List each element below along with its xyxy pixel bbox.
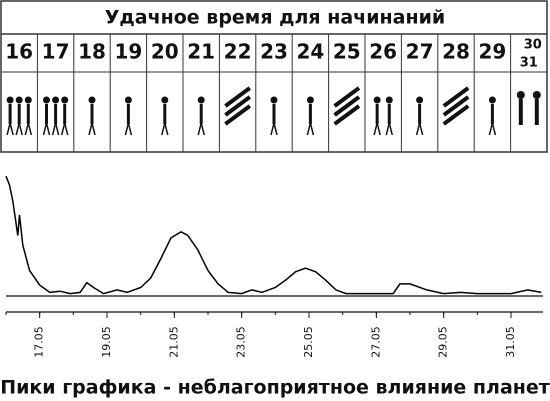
- figure-icon: [385, 96, 393, 104]
- x-axis-title: Пики графика - неблагоприятное влияние п…: [0, 377, 550, 399]
- figure-icon: [60, 122, 66, 136]
- day-number: 21: [187, 40, 215, 64]
- figure-icon: [18, 122, 23, 136]
- figure-icon: [43, 96, 50, 104]
- day-number: 26: [369, 40, 397, 64]
- figure-icon: [15, 122, 20, 136]
- figure-icon: [309, 122, 315, 136]
- day-number: 18: [78, 40, 106, 64]
- figure-icon: [270, 122, 275, 136]
- figure-icon: [61, 96, 69, 104]
- x-tick-label: 17.05: [33, 326, 46, 358]
- figure-icon: [52, 96, 60, 104]
- figure-icon: [6, 122, 11, 136]
- day-number: 27: [406, 40, 434, 64]
- day-number: 28: [442, 40, 470, 64]
- figure-icon: [416, 96, 424, 104]
- figure-icon: [200, 122, 205, 136]
- x-tick-label: 31.05: [504, 326, 517, 358]
- figure-icon: [63, 122, 69, 136]
- figure-icon: [6, 96, 14, 104]
- figure-icon: [306, 122, 312, 136]
- stripe-icon: [224, 86, 251, 108]
- figure-icon: [24, 122, 30, 136]
- x-tick-label: 23.05: [235, 326, 248, 358]
- day-number: 16: [5, 40, 33, 64]
- stripe-icon: [442, 104, 470, 126]
- stripe-icon: [333, 86, 361, 108]
- figure-icon: [124, 96, 132, 104]
- x-tick-label: 25.05: [302, 326, 315, 358]
- figure-icon: [42, 122, 48, 136]
- x-tick-label: 21.05: [167, 326, 180, 358]
- stripe-icon: [442, 86, 470, 108]
- figure-icon: [24, 96, 32, 104]
- figure-icon: [532, 91, 541, 99]
- stripe-icon: [333, 104, 361, 126]
- figure-icon: [51, 122, 57, 136]
- day-number: 23: [260, 40, 288, 64]
- stripe-icon: [442, 95, 470, 117]
- figure-icon: [385, 122, 390, 136]
- figure-icon: [270, 96, 278, 104]
- day-number: 22: [224, 40, 252, 64]
- day-number: 30: [524, 38, 542, 53]
- header-title: Удачное время для начинаний: [105, 7, 445, 29]
- figure-icon: [373, 122, 378, 136]
- stripe-icon: [224, 95, 251, 117]
- figure-icon: [415, 122, 421, 136]
- figure-icon: [164, 122, 169, 136]
- figure-icon: [516, 91, 525, 99]
- x-tick-label: 27.05: [369, 326, 382, 358]
- figure-icon: [488, 96, 496, 104]
- figure-icon: [9, 122, 14, 136]
- day-number: 25: [333, 40, 361, 64]
- day-number: 31: [520, 56, 538, 71]
- figure-icon: [488, 122, 494, 136]
- figure-icon: [88, 122, 93, 136]
- figure-icon: [161, 96, 169, 104]
- day-number: 17: [42, 40, 70, 64]
- stripe-icon: [224, 104, 251, 126]
- figure-icon: [91, 122, 96, 136]
- figure-icon: [373, 96, 381, 104]
- figure-icon: [124, 122, 130, 136]
- figure-icon: [15, 96, 23, 104]
- figure-icon: [161, 122, 166, 136]
- data-line: [5, 175, 542, 295]
- day-number: 29: [478, 40, 506, 64]
- figure-icon: [88, 96, 96, 104]
- x-tick-label: 19.05: [100, 326, 113, 358]
- figure-icon: [388, 122, 393, 136]
- day-number: 19: [114, 40, 142, 64]
- figure-icon: [491, 122, 497, 136]
- day-number: 20: [151, 40, 179, 64]
- figure-icon: [306, 96, 314, 104]
- day-number: 24: [296, 40, 324, 64]
- figure-icon: [418, 122, 424, 136]
- x-tick-label: 29.05: [437, 326, 450, 358]
- stripe-icon: [333, 95, 361, 117]
- figure-icon: [45, 122, 51, 136]
- figure-icon: [376, 122, 381, 136]
- figure-icon: [27, 122, 33, 136]
- figure-icon: [127, 122, 133, 136]
- figure-icon: [197, 122, 202, 136]
- table-frame: [0, 0, 548, 153]
- figure-icon: [273, 122, 278, 136]
- figure-icon: [197, 96, 205, 104]
- figure-icon: [54, 122, 60, 136]
